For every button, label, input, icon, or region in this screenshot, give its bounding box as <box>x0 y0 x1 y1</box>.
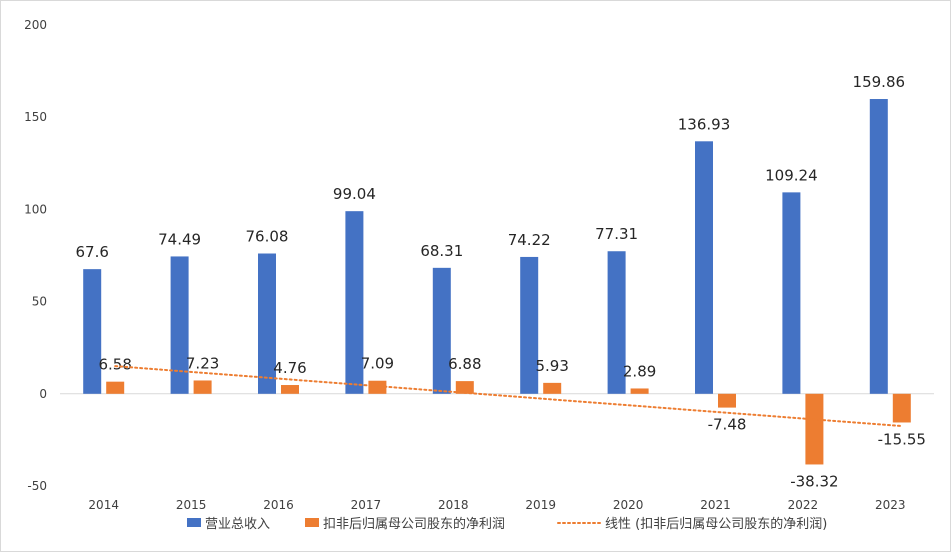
revenue-data-label: 74.22 <box>508 231 551 249</box>
x-tick-label: 2019 <box>525 498 556 512</box>
legend-revenue-swatch <box>187 518 201 527</box>
trendline <box>114 365 903 428</box>
net-profit-data-label: 5.93 <box>535 357 568 375</box>
y-tick-label: 50 <box>32 295 47 309</box>
net-profit-bar <box>630 388 649 394</box>
revenue-data-label: 136.93 <box>678 115 731 133</box>
revenue-bar <box>345 211 364 394</box>
net-profit-bar <box>543 382 562 394</box>
y-tick-label: 150 <box>24 110 47 124</box>
y-tick-label: 0 <box>39 387 47 401</box>
revenue-bar <box>520 256 539 394</box>
revenue-data-label: 109.24 <box>765 166 818 184</box>
x-tick-label: 2021 <box>700 498 731 512</box>
x-tick-label: 2016 <box>263 498 294 512</box>
revenue-data-label: 68.31 <box>420 242 463 260</box>
net-profit-bar <box>718 393 736 408</box>
net-profit-bar <box>455 381 474 394</box>
x-tick-label: 2022 <box>788 498 819 512</box>
net-profit-data-label: -15.55 <box>878 430 926 448</box>
revenue-bar <box>170 256 189 394</box>
legend-net-profit-label: 扣非后归属母公司股东的净利润 <box>323 516 505 532</box>
legend-revenue-label: 营业总收入 <box>205 517 270 532</box>
revenue-data-label: 159.86 <box>853 73 906 91</box>
y-tick-label: 100 <box>24 202 47 216</box>
net-profit-data-label: 7.09 <box>361 355 394 373</box>
y-tick-label: 200 <box>24 18 47 32</box>
net-profit-data-label: -38.32 <box>790 472 838 490</box>
y-tick-label: -50 <box>27 479 47 493</box>
net-profit-bar <box>106 381 125 394</box>
revenue-data-label: 76.08 <box>246 228 289 246</box>
x-tick-label: 2018 <box>438 498 469 512</box>
net-profit-data-label: 6.58 <box>98 356 131 374</box>
revenue-data-label: 77.31 <box>595 225 638 243</box>
revenue-bar <box>695 141 713 394</box>
net-profit-data-label: 6.88 <box>448 355 481 373</box>
net-profit-data-label: 7.23 <box>186 354 219 372</box>
net-profit-data-label: -7.48 <box>708 416 747 434</box>
x-tick-label: 2015 <box>176 498 207 512</box>
legend-trendline-label: 线性 (扣非后归属母公司股东的净利润) <box>605 516 827 532</box>
revenue-bar <box>258 253 276 394</box>
x-tick-label: 2023 <box>875 498 906 512</box>
revenue-bar <box>782 192 801 394</box>
revenue-bar <box>432 267 451 394</box>
net-profit-data-label: 2.89 <box>623 362 656 380</box>
revenue-bar <box>869 99 888 394</box>
net-profit-data-label: 4.76 <box>273 359 306 377</box>
net-profit-bar <box>281 385 299 394</box>
revenue-bar <box>607 251 626 394</box>
net-profit-bar <box>368 380 387 394</box>
x-tick-label: 2017 <box>351 498 382 512</box>
revenue-data-label: 74.49 <box>158 230 201 248</box>
net-profit-bar <box>805 393 824 465</box>
net-profit-bar <box>193 380 212 394</box>
revenue-data-label: 67.6 <box>75 243 108 261</box>
x-tick-label: 2014 <box>88 498 119 512</box>
x-tick-label: 2020 <box>613 498 644 512</box>
legend-net-profit-swatch <box>305 518 319 527</box>
net-profit-bar <box>892 393 911 423</box>
revenue-bar <box>83 269 102 394</box>
revenue-data-label: 99.04 <box>333 185 376 203</box>
